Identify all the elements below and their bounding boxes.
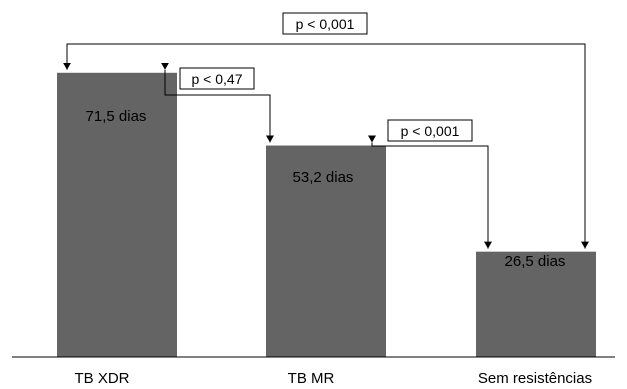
p-value-box-mr-vs-sem: p < 0,001 (387, 119, 473, 142)
category-label-sem-resistencias: Sem resistências (478, 370, 592, 387)
p-value-label-xdr-vs-mr: p < 0,47 (192, 71, 243, 87)
bar-value-label-tb-mr: 53,2 dias (293, 169, 354, 186)
bracket-xdr-vs-mr (161, 62, 274, 143)
bracket-xdr-vs-sem (63, 43, 589, 249)
p-value-label-mr-vs-sem: p < 0,001 (401, 123, 460, 139)
p-value-label-xdr-vs-sem: p < 0,001 (296, 16, 355, 32)
category-label-tb-mr: TB MR (288, 370, 335, 387)
bracket-mr-vs-sem (368, 135, 492, 249)
p-value-box-xdr-vs-sem: p < 0,001 (282, 12, 368, 35)
bar-sem-resistencias (476, 251, 596, 357)
p-value-box-xdr-vs-mr: p < 0,47 (179, 67, 255, 90)
bar-value-label-tb-xdr: 71,5 dias (86, 108, 147, 125)
significance-brackets (63, 43, 589, 249)
category-label-tb-xdr: TB XDR (74, 370, 129, 387)
bar-value-label-sem-resistencias: 26,5 dias (505, 253, 566, 270)
